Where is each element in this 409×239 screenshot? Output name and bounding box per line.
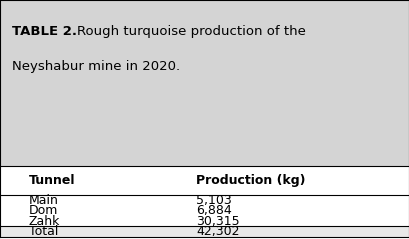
Text: Production (kg): Production (kg) (196, 174, 306, 187)
Text: TABLE 2.: TABLE 2. (12, 25, 77, 38)
Text: 30,315: 30,315 (196, 215, 240, 228)
Text: Tunnel: Tunnel (29, 174, 75, 187)
Text: Zahk: Zahk (29, 215, 60, 228)
Text: Total: Total (29, 225, 58, 238)
Text: 5,103: 5,103 (196, 194, 232, 207)
Text: Dom: Dom (29, 204, 58, 217)
Text: 42,302: 42,302 (196, 225, 240, 238)
Bar (0, 0, 409, 166)
Text: Rough turquoise production of the: Rough turquoise production of the (77, 25, 306, 38)
Text: Neyshabur mine in 2020.: Neyshabur mine in 2020. (12, 60, 180, 73)
Text: 6,884: 6,884 (196, 204, 232, 217)
Text: Main: Main (29, 194, 58, 207)
Bar (0, 226, 409, 237)
